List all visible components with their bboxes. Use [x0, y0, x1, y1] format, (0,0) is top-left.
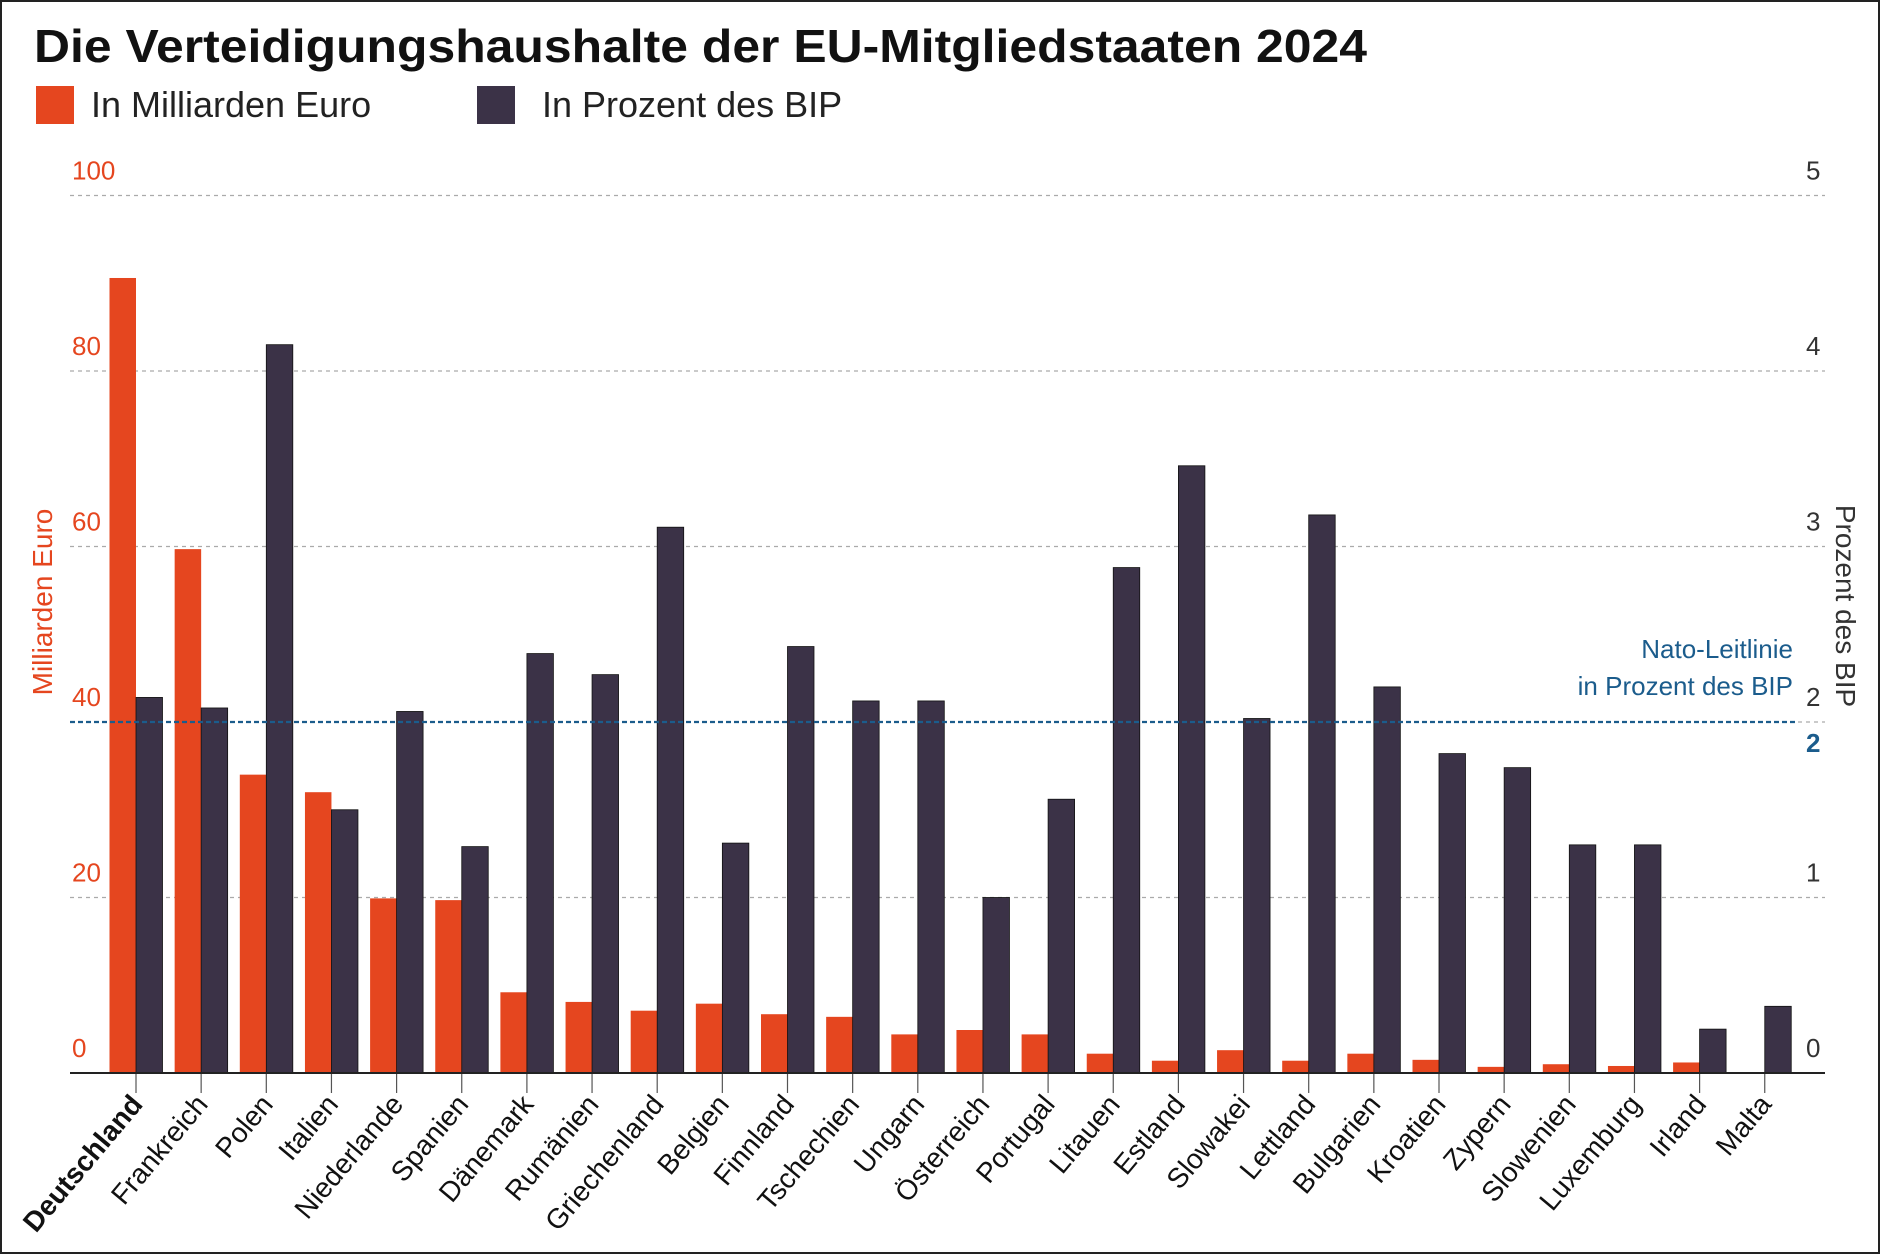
bar-bip: [461, 846, 489, 1074]
left-tick-label: 40: [72, 682, 101, 712]
bar-bip: [1764, 1005, 1792, 1074]
bar-euro: [1607, 1065, 1635, 1073]
right-axis-title: Prozent des BIP: [1830, 505, 1861, 707]
bar-bip: [396, 711, 424, 1074]
bar-bip: [1503, 767, 1532, 1074]
bar-euro: [1347, 1053, 1374, 1073]
bar-bip: [265, 344, 294, 1074]
right-tick-label: 1: [1806, 858, 1820, 888]
bar-bip: [331, 809, 359, 1074]
bar-bip: [526, 653, 554, 1074]
bar-bip: [1568, 844, 1597, 1074]
bar-bip: [1699, 1028, 1727, 1074]
right-tick-label: 5: [1806, 156, 1820, 186]
bar-euro: [1542, 1064, 1570, 1073]
x-tick-label: Irland: [1643, 1089, 1712, 1163]
right-tick-label: 4: [1806, 331, 1820, 361]
bar-bip: [1112, 567, 1141, 1074]
bar-euro: [304, 792, 332, 1073]
bar-euro: [370, 898, 397, 1073]
bar-euro: [761, 1014, 788, 1073]
legend-swatch-euro: [36, 86, 74, 124]
bar-euro: [239, 774, 267, 1073]
bar-bip: [917, 700, 945, 1074]
bar-bip: [1634, 844, 1662, 1074]
bar-euro: [1673, 1062, 1700, 1073]
bar-euro: [1477, 1066, 1505, 1073]
bar-euro: [1412, 1059, 1439, 1073]
left-tick-label: 100: [72, 156, 115, 186]
bar-euro: [565, 1001, 593, 1073]
bar-bip: [1438, 753, 1466, 1074]
bar-euro: [826, 1016, 853, 1073]
nato-label-line1: Nato-Leitlinie: [1641, 634, 1793, 664]
bar-bip: [787, 646, 815, 1074]
x-tick-label: Polen: [209, 1089, 279, 1164]
left-tick-label: 0: [72, 1033, 86, 1063]
left-tick-label: 20: [72, 858, 101, 888]
legend-label-euro: In Milliarden Euro: [91, 84, 371, 125]
left-tick-label: 80: [72, 331, 101, 361]
bar-bip: [656, 526, 685, 1074]
nato-value-label: 2: [1806, 728, 1820, 758]
bar-bip: [721, 842, 750, 1074]
bar-euro: [1086, 1053, 1114, 1073]
right-tick-label: 3: [1806, 507, 1820, 537]
bar-euro: [174, 549, 202, 1073]
bar-euro: [695, 1003, 723, 1073]
left-axis-title: Milliarden Euro: [27, 509, 58, 696]
bar-euro: [891, 1034, 918, 1073]
bar-bip: [1308, 514, 1336, 1074]
bar-euro: [109, 277, 136, 1073]
bar-euro: [435, 900, 462, 1073]
bar-bip: [135, 697, 163, 1074]
bar-bip: [852, 700, 880, 1074]
bar-euro: [1021, 1034, 1049, 1073]
nato-label-line2: in Prozent des BIP: [1578, 671, 1793, 701]
chart-title: Die Verteidigungshaushalte der EU-Mitgli…: [34, 20, 1367, 72]
bar-bip: [1373, 686, 1401, 1074]
bar-euro: [630, 1010, 658, 1073]
bar-bip: [200, 707, 229, 1074]
x-tick-label: Malta: [1710, 1089, 1778, 1162]
legend-swatch-bip: [477, 86, 515, 124]
bar-bip: [1243, 718, 1271, 1074]
bar-euro: [1151, 1060, 1179, 1073]
left-tick-label: 60: [72, 507, 101, 537]
right-tick-label: 2: [1806, 682, 1820, 712]
bar-bip: [1047, 798, 1075, 1074]
bar-bip: [591, 674, 619, 1074]
bar-bip: [982, 897, 1010, 1074]
bar-euro: [500, 992, 527, 1073]
bar-euro: [956, 1030, 983, 1073]
bar-euro: [1282, 1060, 1309, 1073]
bar-euro: [1217, 1050, 1244, 1073]
legend-label-bip: In Prozent des BIP: [542, 84, 842, 125]
right-tick-label: 0: [1806, 1033, 1820, 1063]
bar-bip: [1178, 465, 1206, 1074]
